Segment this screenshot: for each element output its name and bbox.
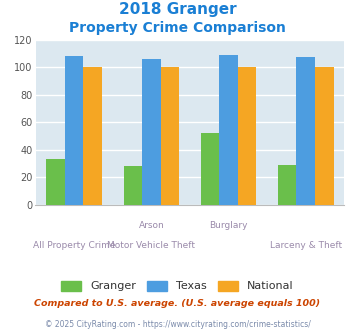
Text: Property Crime Comparison: Property Crime Comparison [69,21,286,35]
Legend: Granger, Texas, National: Granger, Texas, National [57,276,298,296]
Text: Motor Vehicle Theft: Motor Vehicle Theft [107,241,195,250]
Bar [219,55,238,205]
Bar [124,166,142,205]
Text: All Property Crime: All Property Crime [33,241,115,250]
Text: 2018 Granger: 2018 Granger [119,2,236,16]
Bar [238,67,256,205]
Bar [201,133,219,205]
Text: Burglary: Burglary [209,221,248,230]
Bar [65,56,83,205]
Text: Compared to U.S. average. (U.S. average equals 100): Compared to U.S. average. (U.S. average … [34,299,321,308]
Bar [315,67,334,205]
Bar [46,159,65,205]
Bar [142,59,160,205]
Bar [160,67,179,205]
Text: Arson: Arson [138,221,164,230]
Text: Larceny & Theft: Larceny & Theft [270,241,342,250]
Bar [278,165,296,205]
Bar [296,57,315,205]
Text: © 2025 CityRating.com - https://www.cityrating.com/crime-statistics/: © 2025 CityRating.com - https://www.city… [45,320,310,329]
Bar [83,67,102,205]
